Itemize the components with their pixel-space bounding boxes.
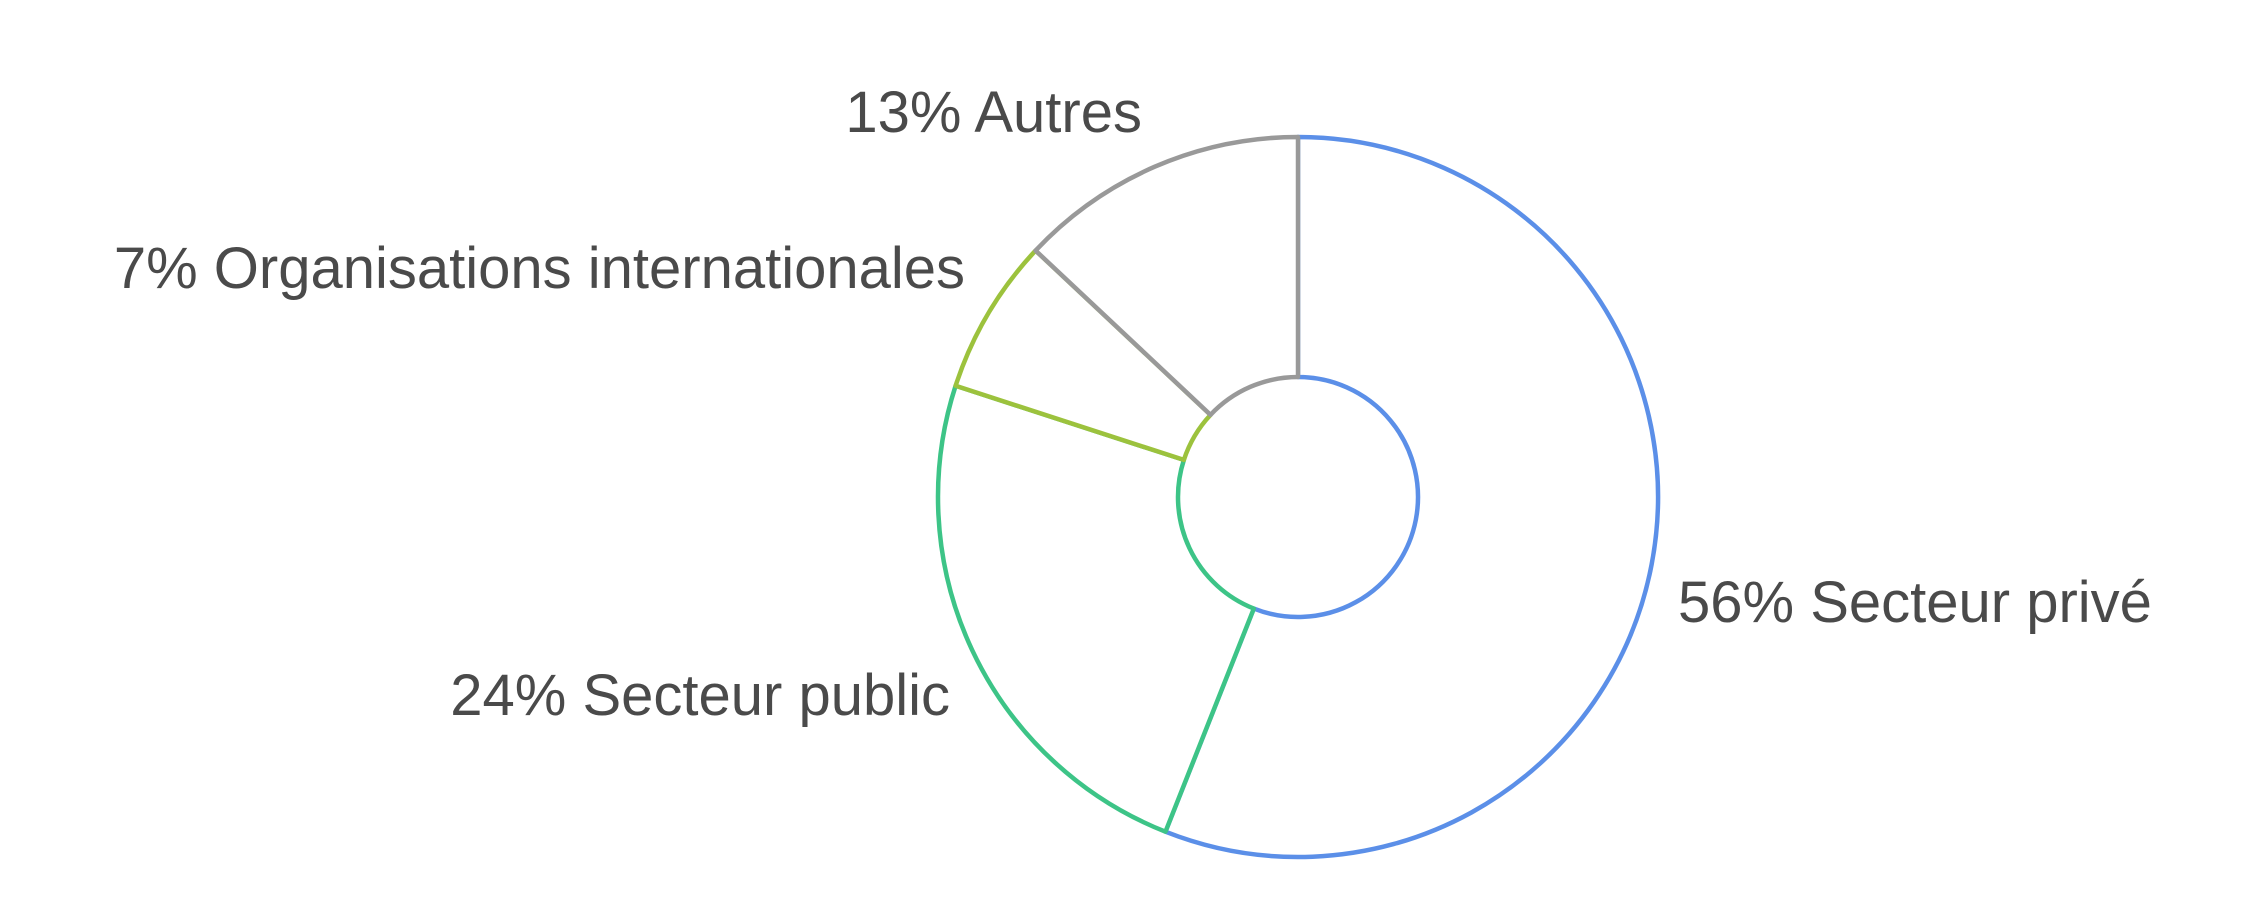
slice-category-label: Organisations internationales	[214, 236, 965, 301]
pie-slice-3	[1033, 134, 1301, 418]
slice-label-2: 7% Organisations internationales	[114, 236, 965, 301]
slice-label-1: 24% Secteur public	[450, 663, 950, 728]
slice-value-label: 24%	[450, 663, 566, 728]
slice-value-label: 13%	[845, 80, 961, 145]
slice-label-0: 56% Secteur privé	[1678, 570, 2152, 635]
slice-value-label: 7%	[114, 236, 198, 301]
labels-layer: 56% Secteur privé 24% Secteur public 7% Or…	[114, 80, 2152, 728]
pie-slice-1	[935, 383, 1257, 834]
pie-slice-0	[1163, 134, 1661, 860]
slice-label-3: 13% Autres	[845, 80, 1142, 145]
slice-category-label: Secteur public	[582, 663, 950, 728]
pie-slice-2	[953, 248, 1213, 463]
slice-category-label: Secteur privé	[1810, 570, 2152, 635]
slice-category-label: Autres	[974, 80, 1142, 145]
slices-layer	[935, 134, 1661, 860]
slice-value-label: 56%	[1678, 570, 1794, 635]
